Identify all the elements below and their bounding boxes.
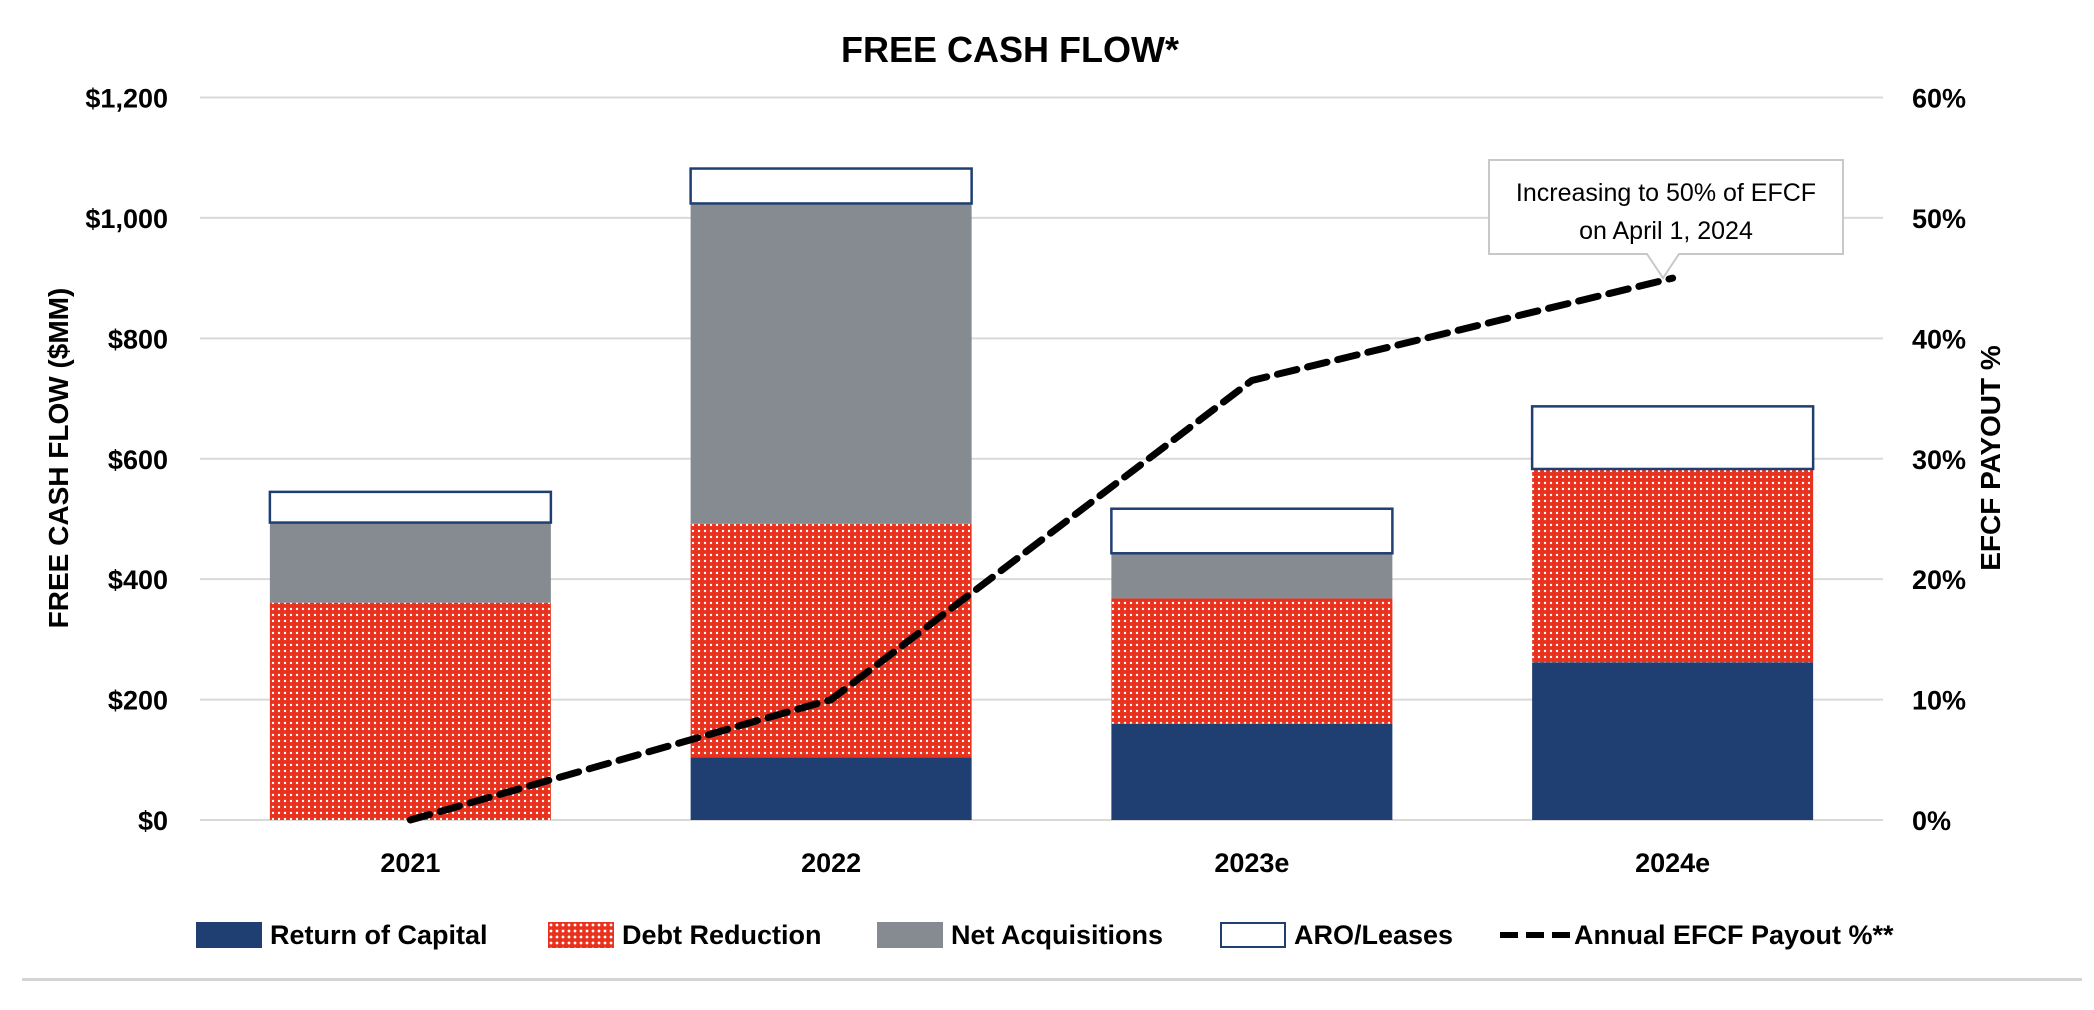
- legend-label: Debt Reduction: [622, 919, 822, 950]
- legend-item-payout-line: Annual EFCF Payout %**: [1500, 918, 1894, 952]
- x-tick-label: 2024e: [1635, 848, 1710, 878]
- bar-net-acquisitions: [269, 522, 551, 603]
- y-tick-label: $800: [108, 324, 168, 354]
- y2-tick-label: 50%: [1912, 204, 1966, 234]
- bar-aro-leases: [689, 167, 973, 205]
- y2-axis-title: EFCF PAYOUT %: [1975, 345, 2006, 571]
- y-tick-label: $1,000: [85, 204, 168, 234]
- annotation-line1: Increasing to 50% of EFCF: [1516, 179, 1816, 207]
- y2-tick-label: 20%: [1912, 565, 1966, 595]
- bar-debt-reduction: [1532, 468, 1814, 663]
- annotation-callout: Increasing to 50% of EFCF on April 1, 20…: [1488, 159, 1844, 280]
- bar-return-of-capital: [690, 757, 972, 820]
- chart-title: FREE CASH FLOW*: [841, 29, 1179, 70]
- y2-tick-label: 40%: [1912, 324, 1966, 354]
- y-tick-label: $1,200: [85, 84, 168, 114]
- x-tick-label: 2022: [801, 848, 861, 878]
- legend-item-net-acquisitions: Net Acquisitions: [877, 918, 1163, 952]
- y-tick-label: $600: [108, 445, 168, 475]
- bar-return-of-capital: [1532, 662, 1814, 820]
- bar-debt-reduction: [269, 602, 551, 820]
- y-tick-label: $200: [108, 686, 168, 716]
- y-axis-title: FREE CASH FLOW ($MM): [43, 288, 74, 629]
- x-tick-label: 2023e: [1214, 848, 1289, 878]
- legend-label: Annual EFCF Payout %**: [1574, 919, 1894, 950]
- bar-aro-leases: [1110, 507, 1394, 555]
- legend-item-debt-reduction: Debt Reduction: [548, 918, 822, 952]
- legend-label: Return of Capital: [270, 919, 488, 950]
- legend-label: Net Acquisitions: [951, 919, 1164, 950]
- y-tick-label: $400: [108, 565, 168, 595]
- bar-debt-reduction: [1111, 598, 1393, 724]
- bottom-divider: [22, 978, 2082, 981]
- bar-net-acquisitions: [690, 203, 972, 524]
- y2-tick-label: 60%: [1912, 84, 1966, 114]
- legend-swatch-debt-reduction: [548, 922, 614, 948]
- y2-tick-label: 0%: [1912, 806, 1951, 836]
- legend-swatch-aro-leases: [1220, 922, 1286, 948]
- bar-return-of-capital: [1111, 723, 1393, 820]
- y2-tick-label: 30%: [1912, 445, 1966, 475]
- y2-tick-label: 10%: [1912, 686, 1966, 716]
- bar-net-acquisitions: [1111, 553, 1393, 599]
- annotation-box: [1488, 159, 1844, 280]
- x-tick-label: 2021: [380, 848, 440, 878]
- legend-swatch-return-of-capital: [196, 922, 262, 948]
- bar-aro-leases: [268, 490, 553, 524]
- legend-label: ARO/Leases: [1294, 919, 1454, 950]
- bar-aro-leases: [1530, 405, 1815, 471]
- legend-item-return-of-capital: Return of Capital: [196, 918, 488, 952]
- legend-swatch-dashed-line: [1500, 932, 1570, 938]
- bar-debt-reduction: [690, 523, 972, 758]
- y-tick-label: $0: [138, 806, 168, 836]
- legend-swatch-net-acquisitions: [877, 922, 943, 948]
- legend-item-aro-leases: ARO/Leases: [1220, 918, 1453, 952]
- annotation-line2: on April 1, 2024: [1579, 217, 1753, 245]
- payout-line: [406, 274, 1677, 824]
